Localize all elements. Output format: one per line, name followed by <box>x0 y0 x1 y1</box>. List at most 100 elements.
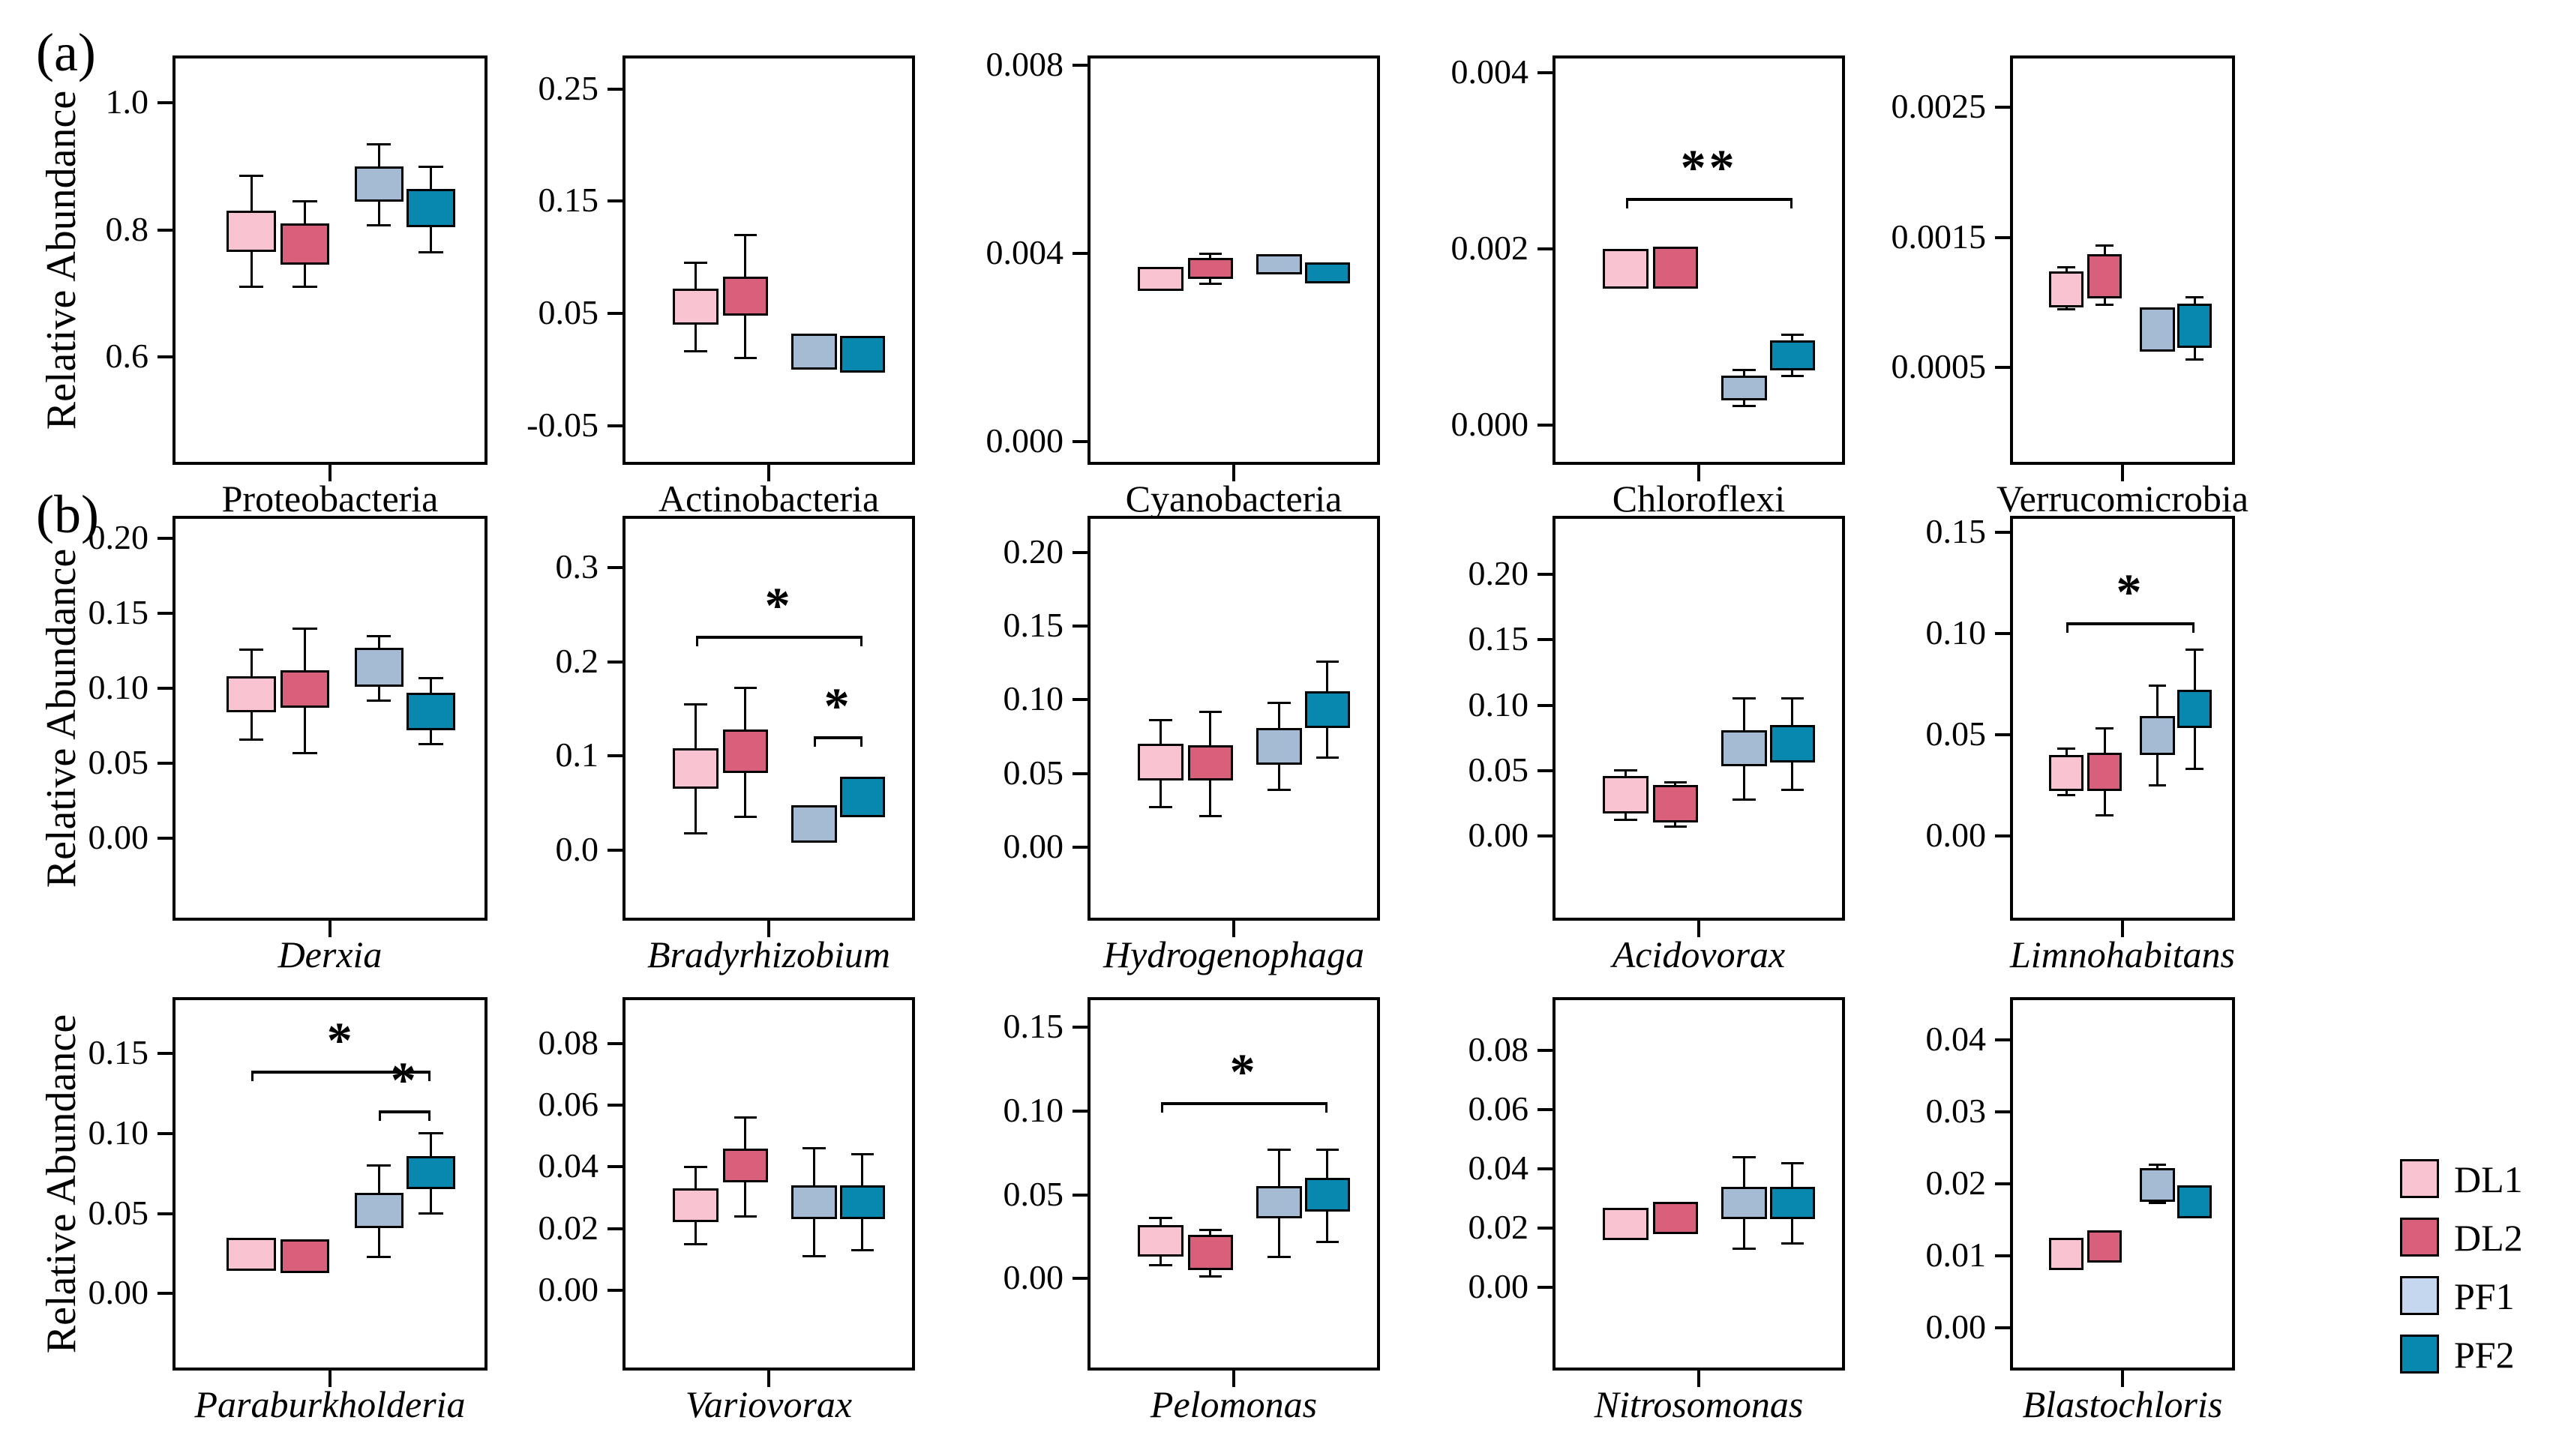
y-tick-mark <box>158 762 172 765</box>
significance-bracket <box>1625 198 1792 209</box>
taxon-label-cyanobacteria: Cyanobacteria <box>1125 478 1342 520</box>
y-tick-label: 0.08 <box>538 1023 599 1062</box>
y-tick-label: 0.00 <box>1003 1258 1064 1297</box>
whisker-cap-upper-PF2 <box>418 1132 443 1135</box>
taxon-label-verrucomicrobia: Verrucomicrobia <box>1996 478 2248 520</box>
legend-swatch-DL2 <box>2400 1218 2439 1257</box>
y-tick-mark <box>1995 1182 2010 1185</box>
whisker-cap-upper-DL2 <box>292 200 317 203</box>
y-tick-mark <box>1538 1227 1552 1230</box>
x-tick-mark <box>767 921 770 937</box>
whisker-cap-upper-DL2 <box>2096 244 2114 247</box>
box-PF1 <box>1256 1186 1302 1218</box>
box-PF2 <box>839 1185 885 1220</box>
y-tick-mark <box>1538 1167 1552 1171</box>
significance-stars: * <box>764 577 794 634</box>
y-tick-label: 0.02 <box>1468 1208 1529 1247</box>
whisker-cap-upper-PF1 <box>802 1147 826 1150</box>
whisker-cap-lower-PF2 <box>1780 789 1804 792</box>
whisker-cap-upper-PF2 <box>1780 1161 1804 1164</box>
box-PF1 <box>1721 1186 1767 1220</box>
y-tick-mark <box>1538 768 1552 772</box>
x-tick-mark <box>767 1371 770 1387</box>
whisker-cap-upper-PF2 <box>850 1153 874 1156</box>
whisker-cap-lower-DL1 <box>1614 819 1637 822</box>
y-tick-label: 0.04 <box>1468 1149 1529 1188</box>
whisker-cap-lower-PF1 <box>1732 798 1756 801</box>
box-PF1 <box>791 1185 837 1220</box>
box-DL1 <box>2048 1237 2084 1270</box>
x-tick-mark <box>767 465 770 481</box>
box-PF2 <box>1769 340 1815 371</box>
whisker-cap-lower-PF1 <box>2148 1202 2167 1205</box>
y-tick-label: 0.008 <box>986 44 1064 83</box>
y-tick-mark <box>1995 1254 2010 1257</box>
y-tick-label: 0.004 <box>1450 52 1529 91</box>
box-PF2 <box>1304 1178 1350 1212</box>
whisker-cap-upper-PF2 <box>2186 648 2204 651</box>
y-tick-label: 0.0015 <box>1891 217 1987 256</box>
whisker-cap-lower-PF1 <box>802 1255 826 1258</box>
whisker-cap-upper-DL1 <box>238 175 264 178</box>
significance-stars: * <box>326 1011 356 1068</box>
y-tick-label: 0.02 <box>538 1208 599 1247</box>
whisker-cap-upper-DL1 <box>238 648 264 651</box>
box-DL1 <box>226 676 276 712</box>
box-DL2 <box>2086 752 2122 792</box>
box-DL2 <box>1652 246 1698 289</box>
whisker-cap-upper-PF2 <box>1316 1148 1339 1151</box>
box-PF2 <box>2176 690 2212 729</box>
taxon-label-nitrosomonas: Nitrosomonas <box>1594 1383 1804 1425</box>
y-tick-label: 0.06 <box>538 1085 599 1124</box>
whisker-cap-upper-PF2 <box>1316 660 1339 663</box>
y-tick-label: 0.20 <box>1003 532 1064 571</box>
y-tick-label: 0.10 <box>1468 685 1529 724</box>
panel-proteobacteria <box>172 55 488 465</box>
whisker-cap-lower-PF1 <box>1732 404 1756 407</box>
y-tick-label: 0.00 <box>88 818 149 856</box>
whisker-cap-lower-PF2 <box>1316 1240 1339 1243</box>
whisker-cap-lower-PF1 <box>1268 788 1291 791</box>
taxon-label-derxia: Derxia <box>278 933 382 975</box>
box-DL2 <box>280 670 329 708</box>
taxon-label-variovorax: Variovorax <box>685 1383 853 1425</box>
y-tick-mark <box>1538 247 1552 251</box>
y-tick-label: 0.0025 <box>1891 87 1987 126</box>
box-DL1 <box>1603 249 1648 289</box>
whisker-cap-lower-DL1 <box>684 1242 707 1245</box>
box-DL1 <box>673 289 718 325</box>
y-tick-mark <box>1995 366 2010 369</box>
box-DL2 <box>1187 745 1233 781</box>
y-tick-label: 0.05 <box>88 1193 149 1232</box>
whisker-cap-lower-DL2 <box>2096 304 2114 307</box>
panel-chloroflexi <box>1552 55 1845 465</box>
y-tick-mark <box>158 355 172 359</box>
whisker-cap-lower-PF2 <box>418 250 443 253</box>
y-tick-label: 0.15 <box>1003 606 1064 645</box>
legend-label-DL1: DL1 <box>2454 1158 2523 1200</box>
y-tick-label: 0.8 <box>105 209 149 248</box>
y-tick-mark <box>1995 530 2010 534</box>
y-tick-mark <box>158 1212 172 1215</box>
box-DL1 <box>673 748 718 789</box>
y-tick-label: 0.02 <box>1925 1164 1987 1202</box>
whisker-cap-lower-PF2 <box>850 1248 874 1251</box>
y-tick-label: 0.000 <box>1450 405 1529 444</box>
y-tick-label: 0.15 <box>538 181 599 220</box>
box-PF1 <box>2140 716 2175 755</box>
y-tick-mark <box>1995 834 2010 837</box>
y-tick-label: 0.15 <box>1468 619 1529 658</box>
panel-variovorax <box>622 997 915 1371</box>
y-tick-label: 1.0 <box>105 82 149 121</box>
whisker-cap-lower-DL2 <box>292 751 317 754</box>
y-tick-label: 0.00 <box>88 1273 149 1312</box>
y-tick-mark <box>158 537 172 540</box>
box-DL1 <box>226 1237 276 1272</box>
whisker-cap-lower-PF1 <box>366 223 392 226</box>
panel-cyanobacteria <box>1088 55 1380 465</box>
whisker-cap-upper-PF2 <box>418 165 443 168</box>
taxon-label-actinobacteria: Actinobacteria <box>658 478 880 520</box>
y-tick-mark <box>1072 845 1088 849</box>
box-PF1 <box>354 166 404 202</box>
